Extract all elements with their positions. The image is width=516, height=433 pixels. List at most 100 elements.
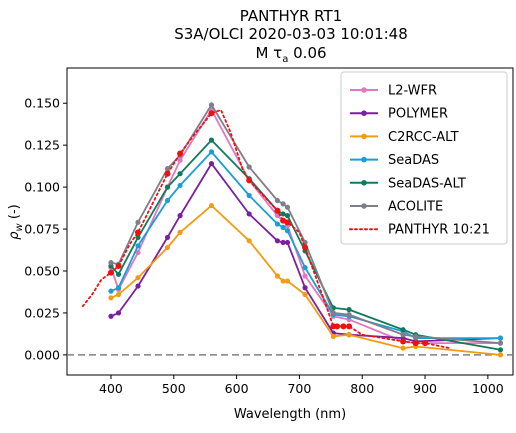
data-point [497, 352, 504, 358]
data-point [115, 291, 122, 298]
legend-label: ACOLITE [388, 200, 443, 215]
data-point [115, 271, 122, 277]
x-tick-label: 400 [99, 381, 123, 396]
data-point [246, 192, 252, 199]
data-point [274, 221, 281, 227]
legend-label: SeaDAS [388, 153, 439, 168]
data-point [302, 265, 308, 271]
data-point [108, 288, 114, 294]
legend-marker [361, 110, 367, 116]
legend-label: L2-WFR [388, 84, 437, 99]
series-layer [81, 102, 504, 358]
data-point [400, 345, 406, 351]
data-point [177, 150, 184, 157]
legend-marker [361, 203, 367, 209]
y-axis-label-subscript: w [14, 222, 25, 231]
data-point [346, 323, 353, 330]
data-point [346, 332, 352, 338]
y-tick-label: 0.125 [24, 138, 60, 153]
legend-label: POLYMER [388, 107, 448, 122]
chart-title-line-1: PANTHYR RT1 [240, 7, 342, 25]
data-point [284, 228, 291, 234]
data-point [284, 213, 291, 219]
data-point [400, 338, 407, 345]
data-point [274, 273, 281, 279]
data-point [135, 249, 141, 256]
series-line [110, 204, 501, 356]
x-tick-label: 900 [413, 381, 437, 396]
data-point [334, 323, 341, 330]
chart-title-line-2: S3A/OLCI 2020-03-03 10:01:48 [174, 25, 408, 43]
data-point [164, 244, 171, 251]
data-point [177, 157, 183, 163]
chart-title-line-3: M τa 0.06 [255, 44, 326, 65]
data-point [497, 335, 504, 341]
data-point [246, 211, 252, 217]
title-tau-subscript: a [282, 54, 288, 65]
y-tick-label: 0.075 [24, 222, 60, 237]
legend-label: SeaDAS-ALT [388, 176, 466, 191]
legend-label: PANTHYR 10:21 [388, 223, 490, 238]
data-point [302, 285, 308, 291]
data-point [330, 310, 336, 316]
data-point [115, 310, 122, 316]
x-tick-label: 1000 [472, 381, 504, 396]
data-point [208, 161, 215, 167]
legend-label: C2RCC-ALT [388, 130, 459, 145]
data-point [302, 273, 308, 279]
y-tick-label: 0.025 [24, 305, 60, 320]
data-point [280, 211, 286, 217]
title-tau-text: M τ [255, 44, 282, 62]
data-point [115, 285, 122, 291]
data-point [330, 333, 336, 340]
data-point [284, 278, 291, 284]
data-point [135, 234, 141, 241]
data-point [134, 229, 141, 236]
tick-layer: 400 500 600 700 800 900 1000 0.000 0.025 0.050 0.0… [24, 96, 504, 396]
y-tick-label: 0.100 [24, 180, 60, 195]
legend-marker [361, 156, 367, 163]
data-point [164, 170, 171, 177]
data-point [164, 166, 171, 172]
data-point [208, 102, 215, 108]
data-point [400, 327, 406, 333]
data-point [246, 164, 252, 170]
data-point [497, 340, 504, 346]
data-point [497, 347, 504, 353]
data-point [246, 177, 253, 184]
data-point [177, 171, 183, 177]
data-point [274, 197, 281, 204]
legend-marker [361, 87, 367, 93]
data-point [135, 219, 141, 225]
data-point [164, 197, 171, 204]
legend-marker [361, 180, 367, 186]
data-point [135, 243, 141, 249]
data-point [177, 229, 183, 236]
data-point [115, 262, 122, 269]
data-point [280, 201, 286, 207]
y-axis-label-unit: (-) [7, 204, 22, 223]
data-point [274, 238, 281, 244]
legend-frame [340, 71, 508, 245]
data-point [164, 234, 171, 241]
data-point [208, 149, 215, 155]
series-line [81, 108, 452, 350]
data-point [422, 340, 429, 347]
y-tick-label: 0.150 [24, 96, 60, 111]
data-point [284, 204, 291, 210]
series-c2rcc-alt [108, 202, 504, 358]
data-point [400, 332, 406, 338]
data-point [280, 278, 286, 284]
y-tick-label: 0.050 [24, 263, 60, 278]
data-point [246, 238, 252, 244]
data-point [274, 207, 281, 214]
data-point [284, 219, 291, 226]
data-point [302, 244, 309, 251]
y-tick-label: 0.000 [24, 347, 60, 362]
data-point [208, 202, 215, 209]
x-tick-label: 700 [287, 381, 311, 396]
x-tick-label: 800 [350, 381, 374, 396]
title-aod-value: 0.06 [288, 44, 326, 62]
data-point [135, 283, 141, 289]
